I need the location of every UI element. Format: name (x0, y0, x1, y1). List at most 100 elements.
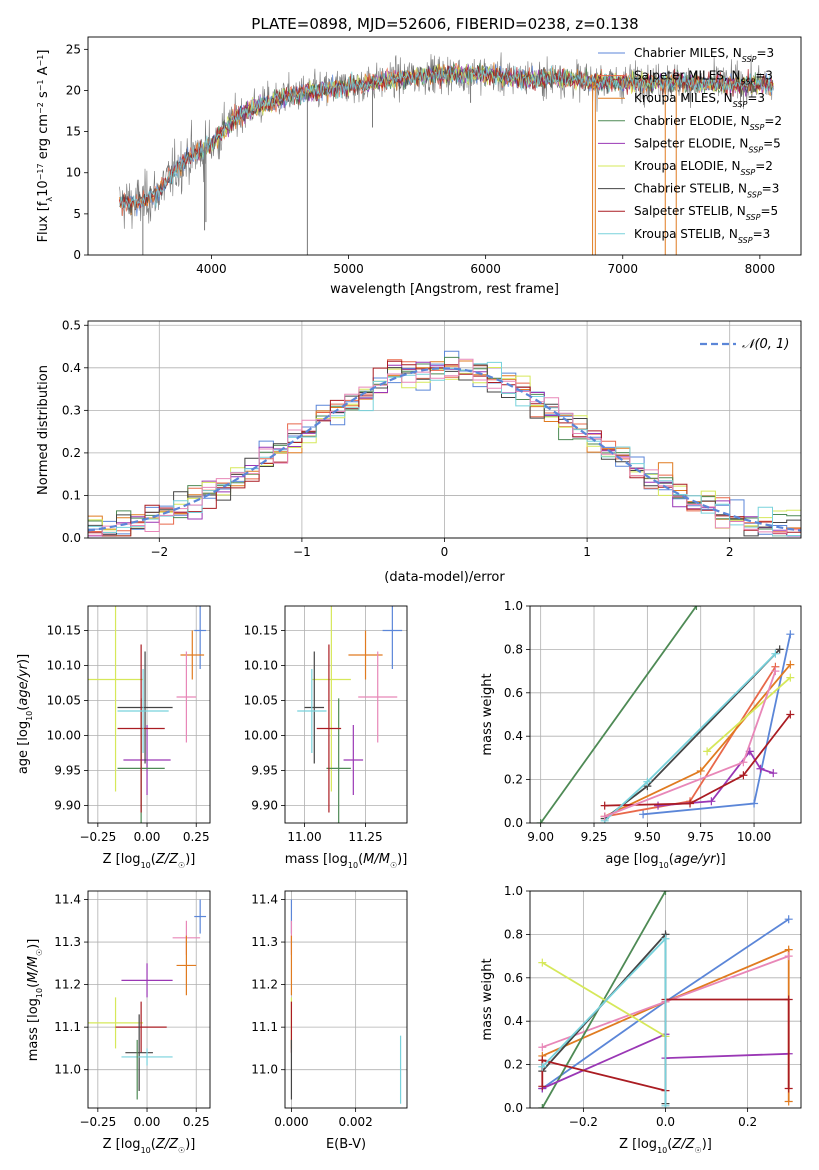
weight-marker (739, 758, 748, 767)
weight-marker (661, 891, 670, 895)
weight-marker (786, 673, 795, 682)
x-tick-label: 11.00 (287, 830, 321, 844)
x-tick-label: 1 (583, 545, 591, 559)
weight-line (541, 932, 667, 1104)
panel-spectrum: 4000 5000 6000 7000 8000 0 5 10 15 20 25 wavelength… (36, 36, 802, 297)
weight-marker (600, 801, 609, 810)
y-tick-label: 11.0 (251, 1063, 278, 1077)
x-tick-label: 10.00 (737, 830, 771, 844)
y-tick-label: 11.3 (251, 935, 278, 949)
weight-marker (786, 710, 795, 719)
x-tick-label: 9.75 (687, 830, 714, 844)
weight-marker (654, 801, 663, 810)
y-tick-label: 10.00 (244, 729, 278, 743)
axes-frame (87, 36, 802, 256)
x-axis-label: Z [log10(Z/Z☉)] (103, 1137, 196, 1155)
y-axis-label: age [log10(age/yr)] (16, 654, 34, 774)
x-tick-label: −0.25 (79, 1115, 116, 1129)
y-tick-label: 0.6 (504, 971, 523, 985)
weight-marker (536, 819, 545, 823)
y-tick-label: 25 (66, 42, 81, 56)
x-tick-label: 0.002 (338, 1115, 372, 1129)
y-tick-label: 11.0 (54, 1063, 81, 1077)
axes-frame (529, 605, 802, 824)
x-tick-label: 0.25 (183, 830, 210, 844)
weight-marker (538, 1104, 547, 1108)
y-tick-label: 0.2 (504, 773, 523, 787)
legend-entry: Kroupa ELODIE, NSSP=2 (634, 159, 773, 177)
weight-marker (786, 660, 795, 669)
x-tick-label: 0 (441, 545, 449, 559)
plot-area (297, 606, 403, 823)
y-tick-label: 11.1 (251, 1020, 278, 1034)
x-tick-label: −0.25 (79, 830, 116, 844)
legend-entry: Kroupa STELIB, NSSP=3 (634, 227, 770, 245)
y-tick-label: 5 (73, 207, 81, 221)
x-tick-label: 0.000 (274, 1115, 308, 1129)
y-tick-label: 10.05 (47, 694, 81, 708)
x-tick-label: 6000 (470, 262, 501, 276)
x-axis-label: mass [log10(M/M☉)] (285, 852, 408, 870)
y-tick-label: 1.0 (504, 884, 523, 898)
y-axis-label: mass weight (480, 673, 495, 755)
y-tick-label: 10.10 (244, 659, 278, 673)
y-tick-label: 0.4 (504, 1014, 523, 1028)
panel-mass-vs-ebv: 0.000 0.002 11.0 11.1 11.2 11.3 11.4 E(B-V) (251, 890, 408, 1152)
x-tick-label: 11.25 (348, 830, 382, 844)
x-tick-label: 0.25 (183, 1115, 210, 1129)
y-tick-label: 11.2 (251, 978, 278, 992)
weight-marker (771, 667, 780, 676)
x-tick-label: 0.0 (656, 1115, 675, 1129)
axes-frame (87, 890, 211, 1109)
weight-marker (692, 606, 701, 610)
x-tick-label: 0.00 (134, 1115, 161, 1129)
y-tick-label: 0.0 (62, 531, 81, 545)
weight-marker (538, 1043, 547, 1052)
weight-line (539, 606, 698, 823)
normal-curve (88, 367, 801, 532)
x-tick-label: 0.00 (134, 830, 161, 844)
weight-line (604, 653, 777, 822)
weight-marker (775, 645, 784, 654)
y-tick-label: 0.3 (62, 403, 81, 417)
x-tick-label: 7000 (607, 262, 638, 276)
weight-marker (661, 1101, 670, 1108)
plot-area (88, 899, 207, 1100)
weight-marker (643, 777, 652, 786)
y-tick-label: 0.4 (62, 361, 81, 375)
y-tick-label: 0.1 (62, 488, 81, 502)
plot-area (536, 606, 795, 823)
weight-marker (639, 810, 648, 819)
plot-area (538, 891, 793, 1108)
weight-marker (538, 1082, 547, 1091)
legend: Chabrier MILES, NSSP=3 Salpeter MILES, NS… (598, 46, 782, 244)
y-tick-label: 0.0 (504, 816, 523, 830)
figure-title: PLATE=0898, MJD=52606, FIBERID=0238, z=0… (251, 15, 638, 33)
model-spectrum-line (119, 64, 774, 210)
legend-entry: Salpeter ELODIE, NSSP=5 (634, 136, 781, 154)
weight-marker (750, 799, 759, 808)
y-tick-label: 0.2 (504, 1058, 523, 1072)
weight-marker (769, 769, 778, 778)
y-axis-label: Flux [fλ10−17 erg cm−2 s−1 A−1] (36, 50, 54, 243)
y-tick-label: 11.3 (54, 935, 81, 949)
weight-marker (696, 766, 705, 775)
y-tick-label: 10.15 (244, 624, 278, 638)
legend-entry: Salpeter STELIB, NSSP=5 (634, 204, 778, 222)
weight-line (604, 713, 792, 807)
weight-marker (538, 1062, 547, 1071)
weight-marker (707, 797, 716, 806)
panel-weight-vs-age: 9.00 9.25 9.50 9.75 10.00 0.0 0.2 0.4 0.6 0.8 1.0 a… (480, 599, 802, 870)
y-tick-label: 9.95 (251, 764, 278, 778)
y-axis-label: mass [log10(M/M☉)] (26, 939, 44, 1062)
y-tick-label: 10.05 (244, 694, 278, 708)
weight-marker (661, 934, 670, 943)
weight-marker (786, 630, 795, 639)
weight-marker (784, 1097, 793, 1106)
x-axis-label: Z [log10(Z/Z☉)] (619, 1137, 712, 1155)
legend-entry: Chabrier MILES, NSSP=3 (634, 46, 774, 64)
y-tick-label: 11.4 (251, 893, 278, 907)
axes-frame (284, 890, 408, 1109)
weight-marker (784, 1084, 793, 1093)
